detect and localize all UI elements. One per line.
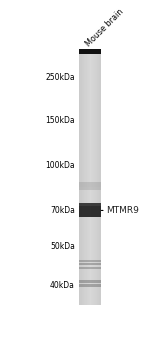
Text: 250kDa: 250kDa xyxy=(45,72,75,82)
Bar xyxy=(87,54,88,305)
Bar xyxy=(79,187,101,190)
Text: 150kDa: 150kDa xyxy=(45,116,75,125)
Bar xyxy=(80,54,81,305)
Bar xyxy=(83,54,84,305)
Bar xyxy=(86,54,87,305)
Bar xyxy=(79,182,101,187)
Bar xyxy=(90,54,91,305)
Bar xyxy=(84,54,85,305)
Bar xyxy=(97,54,98,305)
Bar xyxy=(79,54,101,305)
Bar xyxy=(79,203,101,205)
Bar xyxy=(79,54,80,305)
Bar xyxy=(79,203,101,217)
Bar xyxy=(99,54,100,305)
Bar xyxy=(85,54,86,305)
Text: 70kDa: 70kDa xyxy=(50,206,75,215)
Bar xyxy=(79,263,101,265)
Bar xyxy=(81,54,82,305)
Bar xyxy=(79,284,101,287)
Text: MTMR9: MTMR9 xyxy=(101,206,139,215)
Bar xyxy=(88,54,89,305)
Bar xyxy=(89,54,90,305)
Bar xyxy=(94,54,95,305)
Bar xyxy=(98,54,99,305)
Bar xyxy=(100,54,101,305)
Bar xyxy=(79,280,101,284)
Bar xyxy=(91,54,92,305)
Text: 50kDa: 50kDa xyxy=(50,242,75,251)
Text: 100kDa: 100kDa xyxy=(45,161,75,170)
Bar xyxy=(79,49,101,54)
Bar xyxy=(96,54,97,305)
Text: 40kDa: 40kDa xyxy=(50,281,75,290)
Bar xyxy=(92,54,93,305)
Bar xyxy=(93,54,94,305)
Bar xyxy=(82,54,83,305)
Bar xyxy=(79,267,101,269)
Bar xyxy=(95,54,96,305)
Text: Mouse brain: Mouse brain xyxy=(84,7,125,48)
Bar xyxy=(79,260,101,262)
